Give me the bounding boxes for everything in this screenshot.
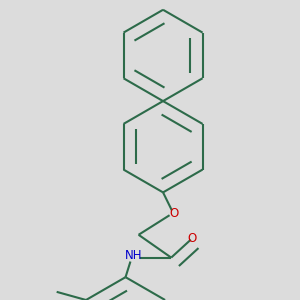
Text: NH: NH: [125, 250, 142, 262]
Text: O: O: [188, 232, 197, 244]
Text: O: O: [170, 207, 179, 220]
